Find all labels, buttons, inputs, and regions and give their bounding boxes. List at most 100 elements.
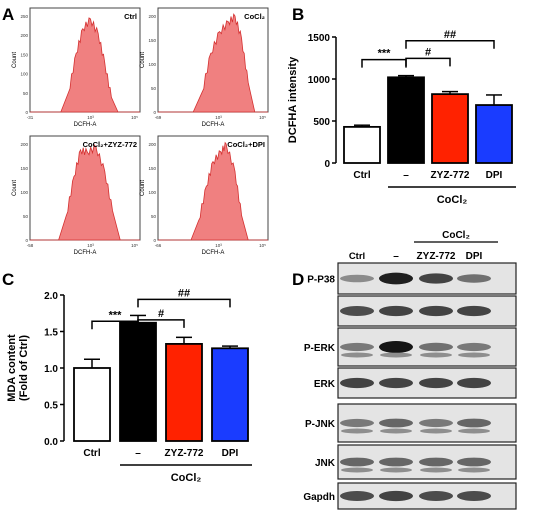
significance-label: # bbox=[158, 308, 164, 320]
category-label: Ctrl bbox=[83, 448, 100, 459]
mda-bar-chart: 0.0 0.5 1.0 1.5 2.0 MDA content(Fold of Ctrl)… bbox=[6, 287, 252, 484]
y-tick-label: 500 bbox=[313, 117, 330, 128]
flow-y-axis-label: Count bbox=[12, 180, 18, 196]
panel-letter-c: C bbox=[2, 270, 14, 289]
western-blot-panel: Ctrl CoCl₂ – ZYZ-772 DPI P-P38 P-ERK ERK P-JNK JN… bbox=[303, 230, 517, 510]
flow-histogram-fill bbox=[158, 13, 268, 113]
flow-x-tick: -58 bbox=[27, 243, 34, 248]
blot-header-ctrl: Ctrl bbox=[349, 251, 365, 262]
blot-band bbox=[457, 457, 491, 467]
bar-4 bbox=[475, 104, 513, 164]
blot-band bbox=[457, 305, 491, 317]
flow-x-tick: 10⁵ bbox=[259, 243, 266, 248]
blot-strip-7: Gapdh bbox=[303, 482, 517, 510]
significance-label: *** bbox=[109, 309, 123, 321]
flow-y-tick: 100 bbox=[20, 190, 28, 195]
flow-x-tick: 10³ bbox=[215, 115, 222, 120]
bar-2 bbox=[119, 321, 157, 442]
y-tick-label: 1000 bbox=[308, 75, 331, 86]
blot-band bbox=[457, 491, 491, 501]
flow-histogram-fill bbox=[158, 141, 268, 241]
category-label: – bbox=[403, 170, 409, 181]
flow-y-tick: 0 bbox=[153, 110, 156, 115]
blot-band bbox=[380, 428, 412, 434]
blot-band bbox=[419, 418, 453, 428]
significance-bracket bbox=[137, 319, 185, 328]
blot-label: P-ERK bbox=[304, 343, 336, 354]
flow-x-tick: 10³ bbox=[215, 243, 222, 248]
flow-y-tick: 200 bbox=[148, 142, 156, 147]
flow-histogram-4: CoCl₂+DPI 0 50 100 150 200 -66 10³ 10⁵ DCFH-A Coun… bbox=[140, 135, 269, 256]
blot-band bbox=[458, 467, 490, 473]
blot-band bbox=[379, 341, 413, 353]
blot-band bbox=[341, 467, 373, 473]
flow-sample-label: CoCl₂+DPI bbox=[227, 140, 265, 149]
blot-band bbox=[340, 274, 374, 283]
blot-band bbox=[340, 377, 374, 389]
flow-y-tick: 100 bbox=[148, 190, 156, 195]
blot-band bbox=[379, 457, 413, 467]
blot-strip-1: P-P38 bbox=[307, 262, 517, 295]
flow-y-tick: 0 bbox=[153, 238, 156, 243]
blot-band bbox=[457, 377, 491, 389]
category-label: ZYZ-772 bbox=[431, 170, 470, 181]
blot-label: Gapdh bbox=[303, 492, 335, 503]
blot-strip-5: P-JNK bbox=[305, 403, 517, 443]
bar-4 bbox=[211, 347, 249, 442]
blot-band bbox=[420, 352, 452, 358]
flow-y-tick: 250 bbox=[20, 14, 28, 19]
blot-label: JNK bbox=[315, 458, 336, 469]
blot-band bbox=[458, 352, 490, 358]
blot-band bbox=[457, 342, 491, 352]
flow-x-axis-label: DCFH-A bbox=[74, 122, 97, 128]
blot-band bbox=[380, 467, 412, 473]
flow-y-axis-label: Count bbox=[140, 52, 146, 68]
blot-strip-2 bbox=[337, 295, 517, 327]
blot-band bbox=[420, 467, 452, 473]
blot-band bbox=[379, 377, 413, 389]
blot-lane-label: DPI bbox=[466, 251, 483, 262]
significance-bracket bbox=[137, 298, 231, 308]
blot-band bbox=[379, 490, 413, 502]
y-tick-label: 1.0 bbox=[44, 364, 58, 375]
blot-band bbox=[340, 457, 374, 467]
flow-x-tick: -69 bbox=[155, 115, 162, 120]
flow-x-axis-label: DCFH-A bbox=[202, 122, 225, 128]
significance-bracket bbox=[361, 58, 407, 68]
blot-band bbox=[340, 418, 374, 428]
blot-band bbox=[379, 418, 413, 428]
blot-band bbox=[457, 274, 491, 283]
blot-band bbox=[340, 306, 374, 316]
blot-strip-3: P-ERK bbox=[304, 327, 517, 367]
flow-x-tick: 10³ bbox=[87, 115, 94, 120]
y-tick-label: 2.0 bbox=[44, 291, 58, 302]
flow-x-axis-label: DCFH-A bbox=[202, 250, 225, 256]
flow-x-axis-label: DCFH-A bbox=[74, 250, 97, 256]
flow-sample-label: CoCl₂ bbox=[244, 12, 265, 21]
blot-band bbox=[419, 273, 453, 284]
category-label: – bbox=[135, 448, 141, 459]
y-axis-label: MDA content(Fold of Ctrl) bbox=[6, 334, 30, 402]
blot-band bbox=[379, 272, 413, 285]
flow-x-tick: -31 bbox=[27, 115, 34, 120]
flow-sample-label: Ctrl bbox=[124, 12, 137, 21]
y-tick-label: 0 bbox=[324, 159, 330, 170]
blot-label: P-P38 bbox=[307, 275, 335, 286]
flow-x-tick: 10⁵ bbox=[131, 243, 138, 248]
flow-histogram-2: CoCl₂ 0 50 100 150 200 -69 10³ 10⁵ DCFH-A Count bbox=[140, 7, 269, 128]
category-label: DPI bbox=[486, 170, 503, 181]
blot-band bbox=[380, 352, 412, 358]
blot-band bbox=[341, 352, 373, 358]
blot-band bbox=[419, 457, 453, 467]
flow-y-tick: 50 bbox=[23, 91, 29, 96]
blot-band bbox=[340, 491, 374, 501]
bar-3 bbox=[431, 93, 469, 164]
panel-letter-d: D bbox=[292, 270, 304, 289]
flow-y-tick: 200 bbox=[148, 14, 156, 19]
flow-histogram-fill bbox=[30, 144, 140, 241]
significance-label: # bbox=[425, 46, 431, 58]
blot-band bbox=[419, 342, 453, 352]
flow-y-tick: 100 bbox=[20, 72, 28, 77]
flow-y-tick: 100 bbox=[148, 62, 156, 67]
